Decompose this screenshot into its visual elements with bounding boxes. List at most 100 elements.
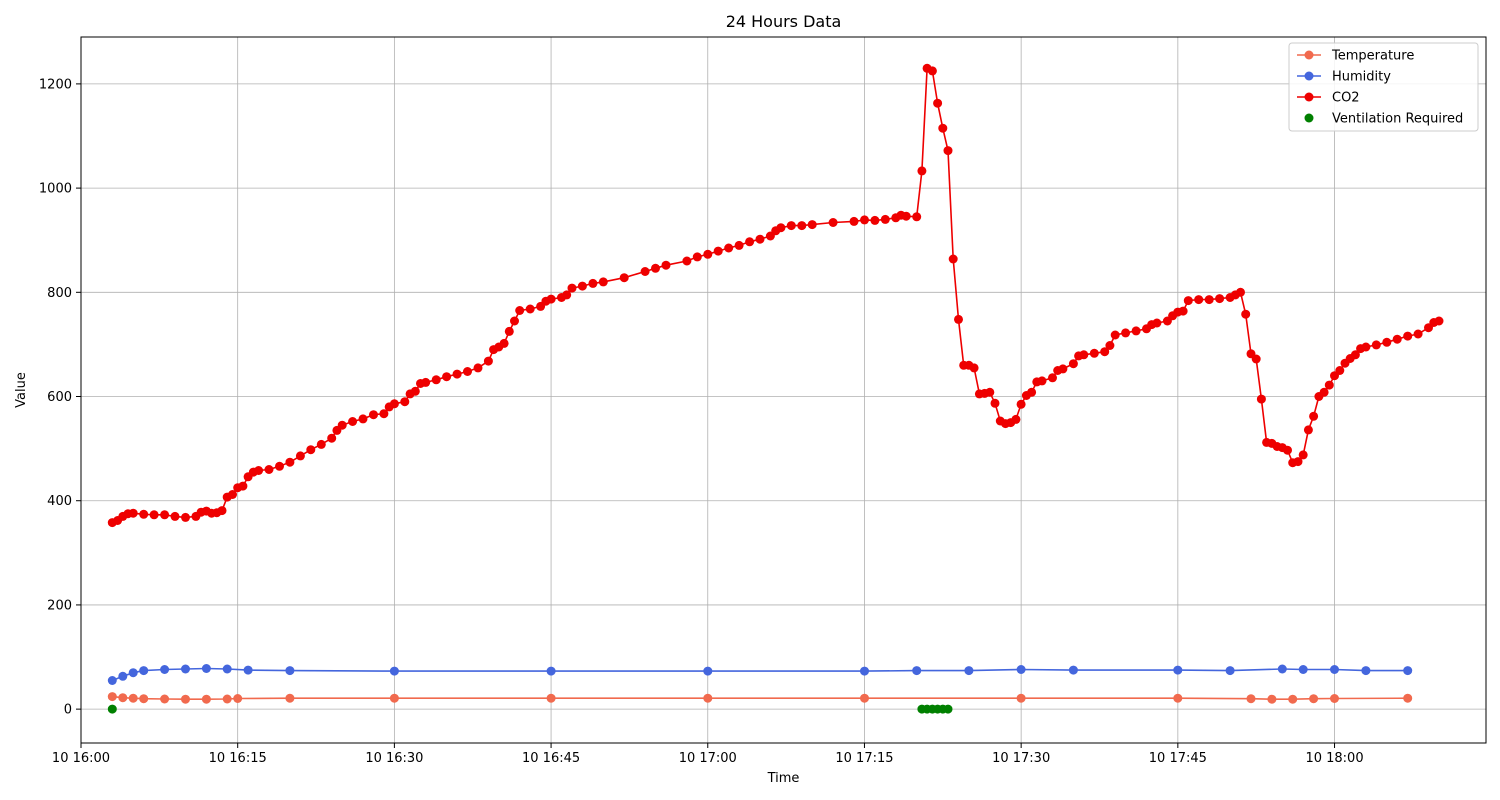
data-point (927, 66, 937, 76)
legend-marker (1304, 113, 1314, 123)
data-point (870, 215, 880, 225)
data-point (483, 356, 493, 366)
series-ventilation-required (107, 704, 953, 714)
data-point (1277, 664, 1287, 674)
legend-label: CO2 (1332, 91, 1360, 106)
data-point (713, 246, 723, 256)
data-point (1251, 354, 1261, 364)
data-point (1178, 306, 1188, 316)
data-point (692, 252, 702, 262)
legend: Temperature Humidity CO2 Ventilation Requir… (1288, 42, 1479, 132)
data-point (651, 263, 660, 273)
grid (80, 37, 1486, 743)
data-point (1183, 296, 1193, 306)
data-point (1330, 694, 1339, 703)
legend-marker (1304, 50, 1314, 60)
data-point (1403, 666, 1413, 676)
data-point (222, 694, 232, 704)
data-point (1215, 294, 1225, 304)
data-point (463, 367, 472, 376)
series-layer (107, 63, 1444, 714)
data-point (515, 306, 525, 315)
data-point (316, 439, 326, 449)
data-point (389, 693, 399, 703)
data-point (285, 457, 295, 467)
legend-box (1288, 42, 1479, 132)
data-point (1100, 347, 1110, 357)
data-point (181, 694, 190, 704)
data-point (724, 243, 734, 253)
data-point (254, 466, 264, 475)
data-point (567, 283, 577, 293)
data-point (118, 671, 128, 681)
data-point (1089, 348, 1099, 358)
ticks: 10 16:00 10 16:15 10 16:30 10 16:45 10 17:00… (39, 77, 1364, 766)
data-point (160, 665, 170, 674)
data-point (1241, 309, 1251, 319)
y-tick-label: 0 (64, 703, 72, 718)
y-tick-label: 1200 (39, 77, 72, 92)
x-tick-label: 10 16:45 (522, 751, 580, 766)
data-point (275, 461, 284, 471)
data-point (1335, 366, 1345, 375)
data-point (776, 223, 786, 233)
x-tick-label: 10 16:00 (52, 751, 110, 766)
data-point (1016, 693, 1026, 703)
data-point (1173, 693, 1183, 703)
data-point (1303, 425, 1313, 435)
data-point (948, 254, 958, 264)
data-point (849, 216, 859, 226)
y-tick-label: 800 (47, 286, 72, 301)
legend-marker (1304, 71, 1314, 81)
data-point (880, 214, 890, 224)
data-point (546, 294, 556, 304)
data-point (181, 664, 190, 674)
series-line (112, 695, 1408, 701)
data-point (546, 693, 556, 703)
data-point (598, 277, 608, 287)
data-point (1256, 394, 1266, 404)
y-tick-label: 200 (47, 598, 72, 613)
data-point (1361, 666, 1371, 676)
data-point (107, 692, 117, 702)
data-point (703, 666, 713, 676)
data-point (525, 304, 535, 314)
legend-item: CO2 (1297, 91, 1360, 106)
data-point (128, 668, 138, 678)
data-point (1027, 387, 1037, 397)
data-point (499, 338, 509, 348)
data-point (734, 240, 744, 250)
data-point (1152, 318, 1162, 328)
data-point (682, 256, 692, 266)
data-point (917, 166, 927, 176)
data-point (990, 398, 1000, 408)
data-point (442, 372, 452, 382)
data-point (1225, 666, 1235, 676)
data-point (828, 218, 838, 227)
data-point (473, 363, 483, 373)
legend-marker (1304, 92, 1314, 102)
data-point (1068, 359, 1078, 369)
data-point (1382, 337, 1392, 347)
data-point (1309, 411, 1319, 421)
data-point (969, 363, 979, 373)
data-point (912, 666, 922, 676)
data-point (379, 409, 389, 419)
data-point (238, 481, 248, 491)
data-point (640, 267, 650, 276)
data-point (1293, 457, 1303, 467)
data-point (786, 221, 796, 231)
data-point (118, 693, 128, 703)
data-point (964, 666, 974, 676)
data-point (285, 693, 295, 703)
data-point (389, 399, 399, 409)
data-point (504, 326, 514, 336)
data-point (107, 676, 117, 685)
y-tick-label: 400 (47, 494, 72, 509)
data-point (233, 694, 243, 703)
x-tick-label: 10 17:00 (679, 751, 737, 766)
data-point (139, 694, 149, 704)
legend-label: Temperature (1331, 49, 1414, 64)
data-point (149, 510, 159, 520)
data-point (933, 98, 943, 108)
